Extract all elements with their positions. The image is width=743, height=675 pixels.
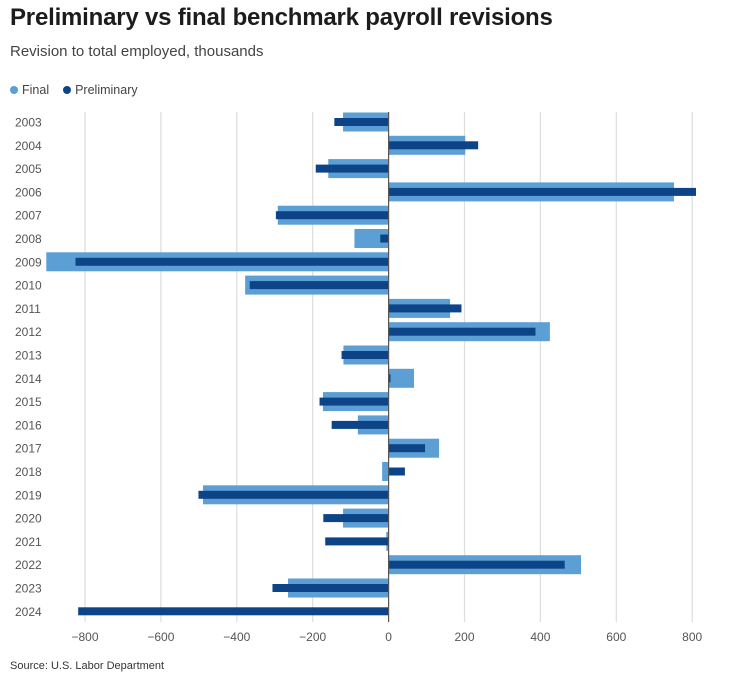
bar-final-2008 [354, 229, 389, 248]
y-category-label: 2011 [15, 302, 41, 316]
y-category-label: 2008 [15, 232, 42, 246]
y-category-label: 2005 [15, 162, 42, 176]
y-category-label: 2007 [15, 209, 42, 223]
bar-preliminary-2023 [272, 584, 389, 592]
legend-swatch-preliminary [63, 86, 72, 94]
y-category-label: 2004 [15, 139, 42, 153]
bar-preliminary-2018 [388, 467, 405, 476]
bar-preliminary-2010 [249, 281, 389, 290]
bar-preliminary-2022 [388, 560, 565, 569]
legend-item-final: Final [10, 83, 49, 97]
y-category-label: 2013 [15, 349, 42, 363]
bar-preliminary-2015 [319, 397, 389, 406]
source-note: Source: U.S. Labor Department [10, 660, 165, 672]
bar-preliminary-2021 [325, 537, 389, 546]
bar-final-2018 [382, 462, 389, 481]
y-category-label: 2022 [15, 558, 42, 572]
x-tick-label: 200 [454, 630, 474, 644]
y-category-label: 2021 [15, 535, 42, 549]
y-category-label: 2024 [15, 605, 42, 619]
x-tick-label: −600 [147, 630, 174, 644]
y-category-label: 2012 [15, 325, 42, 339]
x-tick-label: 800 [682, 630, 702, 644]
bar-preliminary-2017 [388, 444, 426, 453]
bar-preliminary-2006 [388, 187, 696, 196]
x-tick-label: −200 [299, 630, 326, 644]
y-category-label: 2010 [15, 279, 42, 293]
y-category-label: 2009 [15, 255, 42, 269]
bar-preliminary-2016 [331, 420, 389, 429]
bar-preliminary-2009 [75, 257, 389, 266]
bar-preliminary-2019 [198, 490, 389, 499]
bar-preliminary-2013 [341, 351, 389, 359]
y-category-label: 2003 [15, 116, 42, 130]
bar-preliminary-2007 [275, 211, 389, 220]
legend-label-preliminary: Preliminary [75, 83, 138, 97]
bar-preliminary-2004 [388, 141, 479, 150]
legend-label-final: Final [22, 83, 50, 97]
y-category-label: 2019 [15, 488, 42, 502]
bar-preliminary-2005 [315, 164, 389, 173]
bar-preliminary-2011 [388, 304, 462, 313]
legend: Final Preliminary [10, 83, 138, 97]
y-category-label: 2006 [15, 185, 42, 199]
bar-preliminary-2012 [388, 327, 536, 336]
x-tick-label: 0 [385, 630, 392, 644]
x-tick-label: −400 [223, 630, 250, 644]
bar-preliminary-2003 [334, 118, 389, 126]
bar-preliminary-2014 [388, 374, 391, 383]
y-category-label: 2023 [15, 582, 42, 596]
legend-item-preliminary: Preliminary [63, 83, 138, 97]
y-category-label: 2016 [15, 418, 42, 432]
y-category-label: 2017 [15, 442, 42, 456]
legend-swatch-final [10, 86, 18, 94]
y-category-label: 2018 [15, 465, 42, 479]
bar-final-2014 [388, 368, 415, 388]
chart-subtitle: Revision to total employed, thousands [10, 43, 264, 60]
bar-preliminary-2024 [78, 607, 389, 616]
y-category-label: 2014 [15, 372, 42, 386]
bar-preliminary-2008 [380, 234, 389, 243]
bar-preliminary-2020 [323, 514, 389, 523]
chart-title: Preliminary vs final benchmark payroll r… [10, 4, 553, 31]
x-tick-label: 400 [530, 630, 550, 644]
bar-chart: −800 −600 −400 −200 0 200 400 600 800 2003 2004 200… [15, 112, 703, 644]
y-category-label: 2015 [15, 395, 42, 409]
x-tick-label: −800 [71, 630, 98, 644]
x-tick-label: 600 [606, 630, 626, 644]
y-category-label: 2020 [15, 512, 42, 526]
